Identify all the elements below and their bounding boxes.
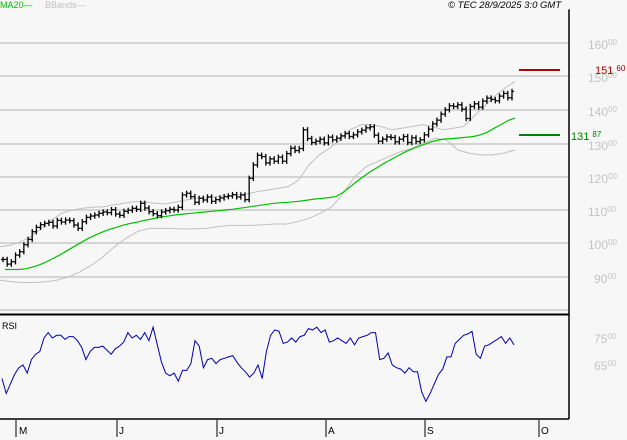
y-label-150: 15000 xyxy=(588,71,617,85)
month-ticks xyxy=(15,420,540,437)
month-label-may: M xyxy=(19,426,28,437)
month-label-jul: J xyxy=(219,426,224,437)
y-label-110: 11000 xyxy=(588,205,617,219)
rsi-label-75: 7500 xyxy=(594,332,617,346)
resistance-label: 151 60 xyxy=(595,64,626,77)
y-label-140: 14000 xyxy=(588,105,617,119)
copyright-timestamp: © TEC 28/9/2025 3:0 GMT xyxy=(448,0,562,11)
rsi-label-65: 6500 xyxy=(594,359,617,373)
month-label-jun: J xyxy=(119,426,124,437)
y-label-160: 16000 xyxy=(588,38,617,52)
legend-ma20: MA20— xyxy=(0,0,33,10)
y-label-100: 10000 xyxy=(588,238,617,252)
ma20-line xyxy=(5,117,516,271)
month-label-oct: O xyxy=(541,426,549,437)
rsi-line xyxy=(1,325,515,403)
y-label-90: 9000 xyxy=(594,272,617,286)
y-label-120: 12000 xyxy=(588,172,617,186)
chart-legend: MA20— BBands— xyxy=(0,0,86,11)
month-label-aug: A xyxy=(328,426,335,437)
legend-bbands: BBands— xyxy=(45,0,86,10)
month-label-sep: S xyxy=(427,426,434,437)
bollinger-upper-band xyxy=(0,80,516,248)
y-label-130: 13000 xyxy=(588,139,617,153)
bollinger-lower-band xyxy=(0,137,516,283)
rsi-title: RSI xyxy=(2,321,18,331)
support-label: 131 87 xyxy=(571,130,602,143)
ohlc-bars xyxy=(1,88,514,267)
price-gridlines xyxy=(0,42,569,311)
